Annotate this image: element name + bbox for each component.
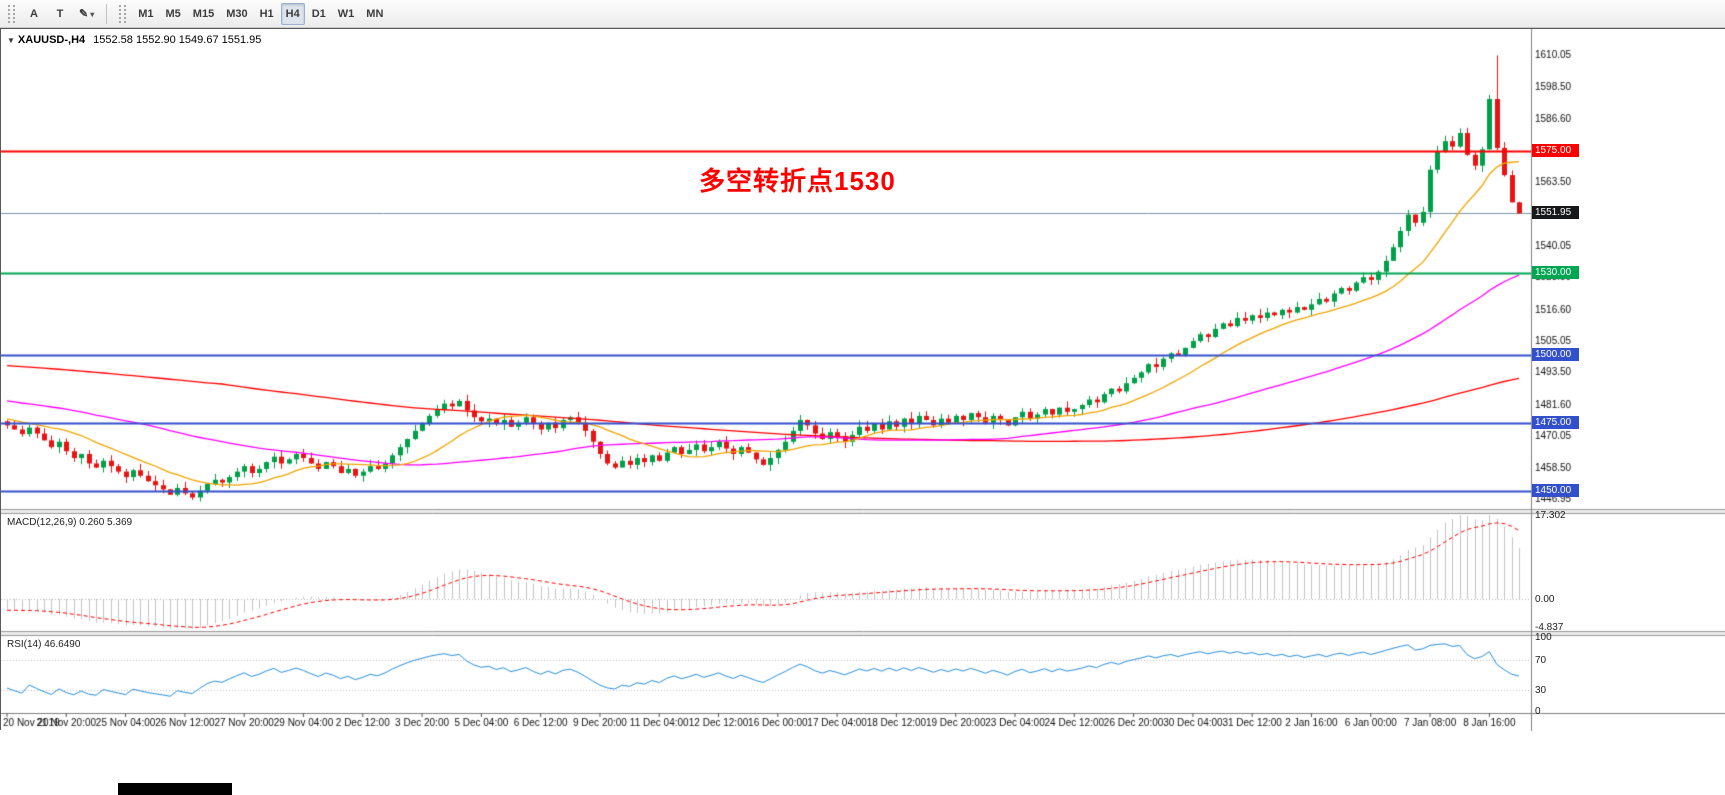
rsi-scale-0: 0 bbox=[1535, 706, 1541, 717]
taskbar-fragment bbox=[118, 783, 232, 795]
timeframe-toolbar-drag-grip[interactable] bbox=[119, 4, 127, 23]
current-price-badge: 1551.95 bbox=[1532, 206, 1579, 220]
price-badge-1475: 1475.00 bbox=[1532, 415, 1579, 429]
timeframe-button-w1[interactable]: W1 bbox=[333, 3, 360, 25]
rsi-scale-30: 30 bbox=[1535, 685, 1547, 697]
timeframe-button-m1[interactable]: M1 bbox=[133, 3, 158, 25]
price-badge-1450: 1450.00 bbox=[1532, 483, 1579, 497]
price-badge-1500: 1500.00 bbox=[1532, 347, 1579, 361]
timeframe-button-d1[interactable]: D1 bbox=[307, 3, 331, 25]
timeframe-button-h4[interactable]: H4 bbox=[280, 2, 305, 25]
timeframe-button-m30[interactable]: M30 bbox=[221, 3, 252, 25]
text-label-tool-button[interactable]: T bbox=[48, 3, 72, 25]
timeframe-button-mn[interactable]: MN bbox=[361, 3, 388, 25]
chart-title: ▼ XAUUSD-,H4 1552.58 1552.90 1549.67 1551.… bbox=[7, 34, 261, 46]
price-badge-1530: 1530.00 bbox=[1532, 266, 1579, 280]
toolbar: A T ✎ ▾ M1 M5 M15 M30 H1 H4 D1 W1 MN bbox=[0, 0, 1725, 28]
caret-down-icon: ▾ bbox=[90, 10, 95, 19]
macd-scale-zero: 0.00 bbox=[1535, 594, 1555, 605]
toolbar-drag-grip[interactable] bbox=[8, 4, 15, 23]
timeframe-button-h1[interactable]: H1 bbox=[255, 3, 279, 25]
objects-dropdown-button[interactable]: ✎ ▾ bbox=[74, 3, 99, 25]
timeframe-button-group: M1 M5 M15 M30 H1 H4 D1 W1 MN bbox=[133, 2, 388, 25]
chart-annotation: 多空转折点1530 bbox=[699, 166, 896, 196]
rsi-indicator-label: RSI(14) 46.6490 bbox=[7, 639, 81, 650]
macd-scale-min: -4.837 bbox=[1535, 622, 1564, 633]
pencil-icon: ✎ bbox=[79, 8, 89, 20]
chart-ohlc-values: 1552.58 1552.90 1549.67 1551.95 bbox=[93, 34, 262, 46]
price-chart-canvas[interactable] bbox=[1, 29, 1725, 731]
price-badge-1575: 1575.00 bbox=[1532, 143, 1579, 157]
rsi-scale-100: 100 bbox=[1535, 632, 1552, 643]
timeframe-button-m5[interactable]: M5 bbox=[161, 3, 186, 25]
timeframe-button-m15[interactable]: M15 bbox=[188, 3, 219, 25]
chart-window: ▼ XAUUSD-,H4 1552.58 1552.90 1549.67 1551.… bbox=[0, 28, 1725, 731]
text-tool-button[interactable]: A bbox=[22, 3, 46, 25]
macd-indicator-label: MACD(12,26,9) 0.260 5.369 bbox=[7, 517, 133, 528]
toolbar-separator bbox=[106, 3, 108, 24]
chart-dropdown-triangle-icon: ▼ bbox=[7, 35, 15, 45]
macd-scale-max: 17.302 bbox=[1535, 510, 1566, 521]
chart-symbol-period: XAUUSD-,H4 bbox=[17, 34, 86, 46]
rsi-scale-70: 70 bbox=[1535, 654, 1547, 666]
